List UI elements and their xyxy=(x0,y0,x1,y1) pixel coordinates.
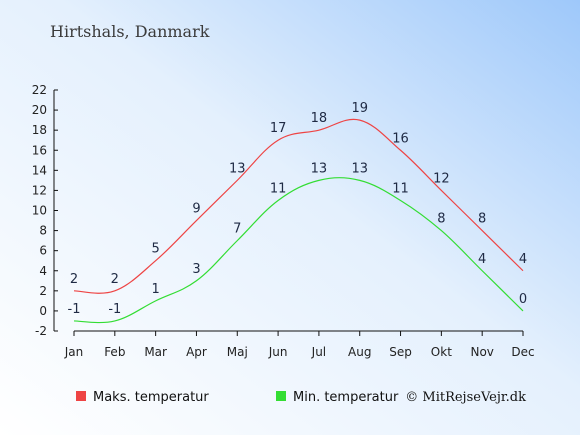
y-tick-label: 4 xyxy=(39,264,47,278)
y-tick-label: 10 xyxy=(32,204,47,218)
x-tick-label: Jun xyxy=(268,345,288,359)
max-temperature-label: 8 xyxy=(478,212,486,227)
max-temperature-label: 17 xyxy=(270,121,287,136)
x-tick-label: Jan xyxy=(64,345,84,359)
x-tick-label: Okt xyxy=(431,345,452,359)
min-temperature-label: 3 xyxy=(192,262,200,277)
min-temperature-label: 13 xyxy=(311,161,328,176)
legend-swatch-min xyxy=(276,391,286,401)
legend-label-max: Maks. temperatur xyxy=(93,390,209,405)
max-temperature-label: 2 xyxy=(70,272,78,287)
y-tick-label: 16 xyxy=(32,143,47,157)
x-tick-label: Sep xyxy=(389,345,412,359)
min-temperature-label: 11 xyxy=(392,181,409,196)
y-tick-label: 14 xyxy=(32,163,47,177)
min-temperature-label: 11 xyxy=(270,181,287,196)
x-tick-label: Mar xyxy=(144,345,167,359)
x-tick-label: Feb xyxy=(104,345,125,359)
max-temperature-label: 4 xyxy=(519,252,527,267)
y-tick-label: 20 xyxy=(32,103,47,117)
max-temperature-label: 16 xyxy=(392,131,409,146)
x-tick-label: Aug xyxy=(348,345,371,359)
min-temperature-label: 8 xyxy=(437,212,445,227)
y-tick-label: 18 xyxy=(32,123,47,137)
x-tick-label: Apr xyxy=(186,345,207,359)
x-tick-label: Maj xyxy=(227,345,248,359)
credit-text: © MitRejseVejr.dk xyxy=(405,390,526,405)
legend-label-min: Min. temperatur xyxy=(293,390,399,405)
max-temperature-label: 18 xyxy=(311,111,328,126)
min-temperature-label: -1 xyxy=(68,302,81,317)
y-tick-label: 2 xyxy=(39,284,47,298)
series-layer xyxy=(73,118,524,324)
y-tick-label: 22 xyxy=(32,83,47,97)
legend: Maks. temperatur Min. temperatur xyxy=(76,390,399,405)
min-temperature-label: 1 xyxy=(151,282,159,297)
legend-swatch-max xyxy=(76,391,86,401)
max-temperature-label: 5 xyxy=(151,242,159,257)
x-tick-label: Dec xyxy=(511,345,534,359)
min-temperature-label: 13 xyxy=(351,161,368,176)
y-tick-label: -2 xyxy=(35,324,47,338)
y-tick-label: 8 xyxy=(39,224,47,238)
min-temperature-label: 0 xyxy=(519,292,527,307)
min-temperature-label: -1 xyxy=(108,302,121,317)
max-temperature-label: 13 xyxy=(229,161,246,176)
max-temperature-label: 19 xyxy=(351,101,368,116)
min-temperature-label: 7 xyxy=(233,222,241,237)
max-temperature-label: 12 xyxy=(433,171,450,186)
min-temperature-label: 4 xyxy=(478,252,486,267)
max-temperature-label: 2 xyxy=(111,272,119,287)
y-tick-label: 12 xyxy=(32,183,47,197)
max-temperature-label: 9 xyxy=(192,202,200,217)
x-tick-label: Jul xyxy=(311,345,326,359)
max-temperature-line xyxy=(73,118,524,294)
chart-title: Hirtshals, Danmark xyxy=(50,22,210,41)
min-temperature-line xyxy=(73,177,524,324)
y-tick-label: 0 xyxy=(39,304,47,318)
x-tick-label: Nov xyxy=(470,345,493,359)
y-tick-label: 6 xyxy=(39,244,47,258)
